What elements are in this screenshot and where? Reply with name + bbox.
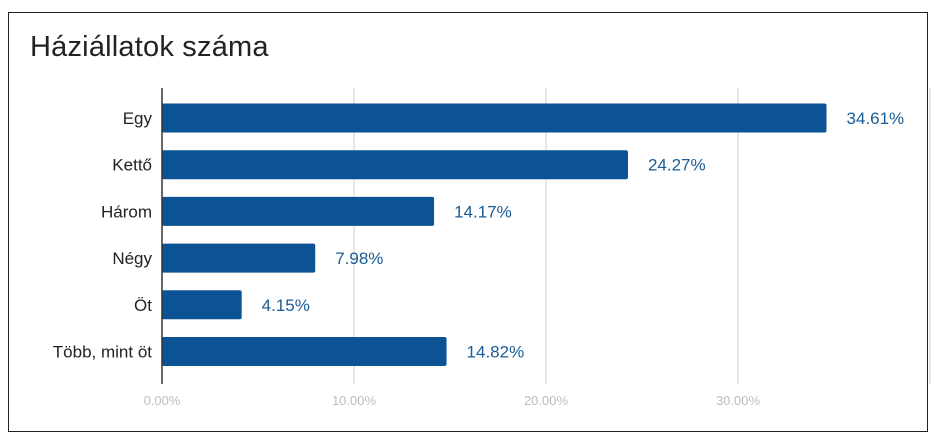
category-label: Kettő: [112, 156, 152, 175]
value-label: 14.17%: [454, 202, 512, 221]
value-label: 14.82%: [467, 343, 525, 362]
bar: [162, 337, 447, 366]
bar: [162, 196, 435, 226]
category-label: Három: [101, 202, 152, 221]
category-label: Egy: [123, 109, 153, 128]
bar: [162, 103, 827, 133]
bar: [162, 290, 242, 320]
chart-title: Háziállatok száma: [30, 31, 269, 63]
x-tick-label: 10.00%: [332, 393, 377, 408]
category-label: Öt: [134, 296, 152, 315]
bar: [162, 150, 628, 180]
category-label: Több, mint öt: [53, 343, 152, 362]
x-tick-label: 0.00%: [144, 393, 181, 408]
x-tick-label: 20.00%: [524, 393, 569, 408]
value-label: 34.61%: [847, 109, 905, 128]
category-label: Négy: [112, 249, 152, 268]
x-tick-label: 30.00%: [716, 393, 761, 408]
value-label: 7.98%: [335, 249, 383, 268]
value-label: 24.27%: [648, 156, 706, 175]
value-label: 4.15%: [262, 296, 310, 315]
bar: [162, 243, 316, 273]
